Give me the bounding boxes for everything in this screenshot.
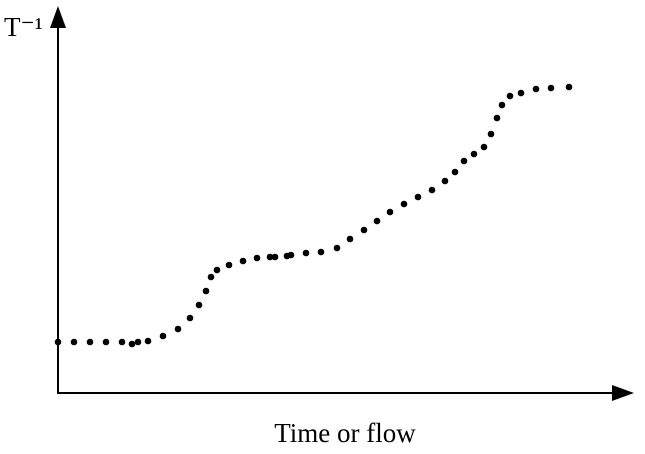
data-point [271, 253, 279, 261]
data-point [346, 235, 354, 243]
data-point [451, 168, 459, 176]
data-point [102, 338, 110, 346]
data-point [414, 193, 422, 201]
data-point [460, 157, 468, 165]
data-point [480, 143, 488, 151]
data-point [159, 332, 167, 340]
data-point [207, 273, 215, 281]
data-point [441, 177, 449, 185]
data-point [266, 253, 274, 261]
data-point [134, 338, 142, 346]
data-point [302, 249, 310, 257]
data-point [225, 261, 233, 269]
data-point [195, 301, 203, 309]
data-point [186, 314, 194, 322]
data-point [333, 244, 341, 252]
data-point [317, 248, 325, 256]
data-point [202, 287, 210, 295]
data-point [493, 114, 501, 122]
data-point [487, 130, 495, 138]
data-point [386, 208, 394, 216]
data-point [239, 257, 247, 265]
data-point [547, 84, 555, 92]
data-point [70, 338, 78, 346]
data-point [174, 325, 182, 333]
x-axis-arrow [612, 385, 634, 401]
data-point [565, 83, 573, 91]
data-point [54, 338, 62, 346]
data-point [532, 85, 540, 93]
data-point [128, 340, 136, 348]
data-point [400, 200, 408, 208]
data-point [506, 92, 514, 100]
data-point [253, 254, 261, 262]
data-point [360, 226, 368, 234]
data-point [498, 101, 506, 109]
data-point [287, 251, 295, 259]
data-point [118, 338, 126, 346]
y-axis-arrow [50, 6, 66, 28]
x-axis-label: Time or flow [274, 418, 416, 448]
data-point [470, 150, 478, 158]
y-axis-label: T⁻¹ [4, 12, 43, 42]
data-point [517, 89, 525, 97]
data-point [144, 337, 152, 345]
data-point [373, 217, 381, 225]
data-point [213, 266, 221, 274]
data-point [428, 186, 436, 194]
data-point [86, 338, 94, 346]
